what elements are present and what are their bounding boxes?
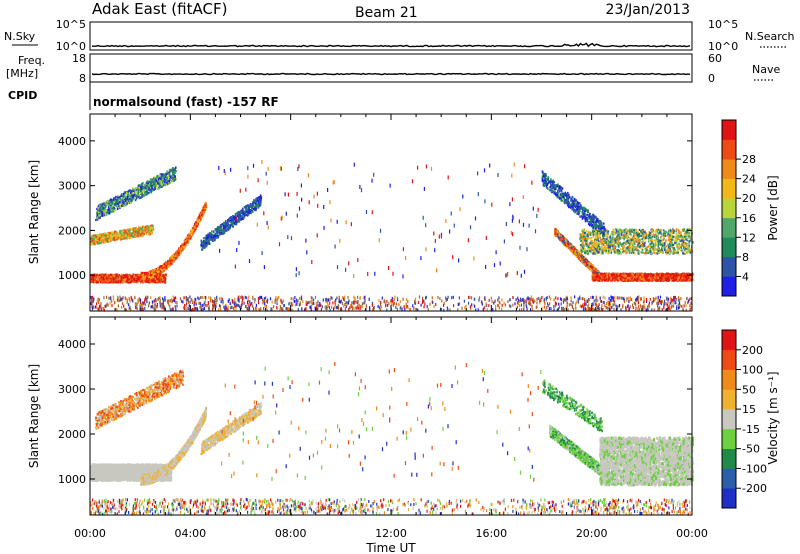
vel-ytick-label: 3000: [58, 383, 86, 396]
vel-colorbar-block: [722, 468, 736, 489]
vel-ytick-label: 2000: [58, 428, 86, 441]
vel-colorbar-tick: 50: [742, 383, 756, 396]
nsearch-label: N.Search: [745, 30, 795, 43]
x-tick-label: 12:00: [375, 527, 407, 540]
nsky-tick-top: 10^5: [56, 18, 86, 31]
power-colorbar-tick: 20: [742, 192, 756, 205]
x-tick-label: 16:00: [475, 527, 507, 540]
power-colorbar-block: [722, 276, 736, 297]
freq-tick-top: 18: [72, 52, 86, 65]
power-ytick-label: 4000: [58, 135, 86, 148]
vel-colorbar-block: [722, 330, 736, 351]
nave-tick-bottom: 0: [708, 72, 715, 85]
vel-colorbar-tick: 15: [742, 403, 756, 416]
power-colorbar-tick: 4: [742, 270, 749, 283]
vel-colorbar-tick: -200: [742, 482, 767, 495]
x-tick-label: 20:00: [576, 527, 608, 540]
power-colorbar-block: [722, 256, 736, 277]
vel-colorbar-block: [722, 389, 736, 410]
power-colorbar-block: [722, 237, 736, 258]
cpid-value: normalsound (fast) -157 RF: [93, 95, 279, 109]
x-tick-label: 08:00: [275, 527, 307, 540]
nsky-trace: [92, 42, 691, 48]
nave-label: Nave: [752, 63, 780, 76]
nave-tick-top: 60: [708, 52, 722, 65]
nsearch-tick-bottom: 10^0: [708, 40, 738, 53]
x-tick-label: 00:00: [74, 527, 106, 540]
velocity-colorbar: 200 100 50 15 -15 -50 -100 -200 Velocity [m s⁻¹…: [721, 329, 780, 509]
cpid-panel: CPID normalsound (fast) -157 RF: [8, 82, 279, 110]
freq-panel: Freq. [MHz] 18 8 60 0 Nave: [6, 52, 780, 85]
power-colorbar-block: [722, 198, 736, 219]
x-axis-label: Time UT: [365, 541, 416, 554]
nsearch-tick-top: 10^5: [708, 18, 738, 31]
x-tick-label: 04:00: [174, 527, 206, 540]
power-colorbar-tick: 16: [742, 212, 756, 225]
vel-colorbar-block: [722, 369, 736, 390]
power-colorbar: 4 8 12 16 20 24 28 Power [dB]: [721, 119, 780, 297]
power-colorbar-block: [722, 217, 736, 238]
vel-colorbar-tick: 200: [742, 344, 763, 357]
velocity-ylabel: Slant Range [km]: [27, 364, 41, 468]
vel-ytick-label: 4000: [58, 338, 86, 351]
velocity-panel: 1000 2000 3000 4000 00:00 04:00 08:00 12:00 16:…: [27, 316, 708, 554]
vel-ytick-label: 1000: [58, 473, 86, 486]
vel-colorbar-tick: -100: [742, 462, 767, 475]
vel-colorbar-block: [722, 409, 736, 430]
nsky-panel: N.Sky 10^5 10^0 10^5 10^0 N.Search: [4, 18, 795, 53]
power-colorbar-tick: 28: [742, 153, 756, 166]
velocity-colorbar-label: Velocity [m s⁻¹]: [766, 371, 780, 464]
power-ytick-label: 3000: [58, 180, 86, 193]
vel-colorbar-block: [722, 349, 736, 370]
power-colorbar-block: [722, 120, 736, 140]
station-title: Adak East (fitACF): [92, 0, 227, 18]
vel-colorbar-tick: -15: [742, 423, 760, 436]
power-ylabel: Slant Range [km]: [27, 160, 41, 264]
freq-tick-bottom: 8: [79, 72, 86, 85]
x-tick-label: 00:00: [676, 527, 708, 540]
freq-label: Freq.: [18, 54, 45, 67]
power-ytick-label: 1000: [58, 269, 86, 282]
power-ytick-label: 2000: [58, 224, 86, 237]
power-colorbar-tick: 24: [742, 173, 756, 186]
freq-trace: [91, 72, 691, 76]
power-colorbar-block: [722, 178, 736, 199]
vel-colorbar-tick: -50: [742, 443, 760, 456]
vel-colorbar-block: [722, 428, 736, 449]
vel-colorbar-block: [722, 488, 736, 509]
power-colorbar-tick: 8: [742, 251, 749, 264]
power-panel: 1000 2000 3000 4000 Slant Range [km]: [27, 113, 694, 312]
nsky-tick-bottom: 10^0: [56, 40, 86, 53]
power-colorbar-block: [722, 159, 736, 179]
cpid-label: CPID: [8, 89, 37, 102]
vel-colorbar-block: [722, 448, 736, 469]
beam-title: Beam 21: [355, 5, 418, 21]
freq-unit: [MHz]: [6, 67, 38, 80]
power-colorbar-tick: 12: [742, 231, 756, 244]
date-title: 23/Jan/2013: [606, 2, 690, 18]
vel-colorbar-tick: 100: [742, 364, 763, 377]
power-colorbar-label: Power [dB]: [766, 175, 780, 240]
nsky-label: N.Sky: [4, 30, 36, 43]
power-colorbar-block: [722, 139, 736, 160]
